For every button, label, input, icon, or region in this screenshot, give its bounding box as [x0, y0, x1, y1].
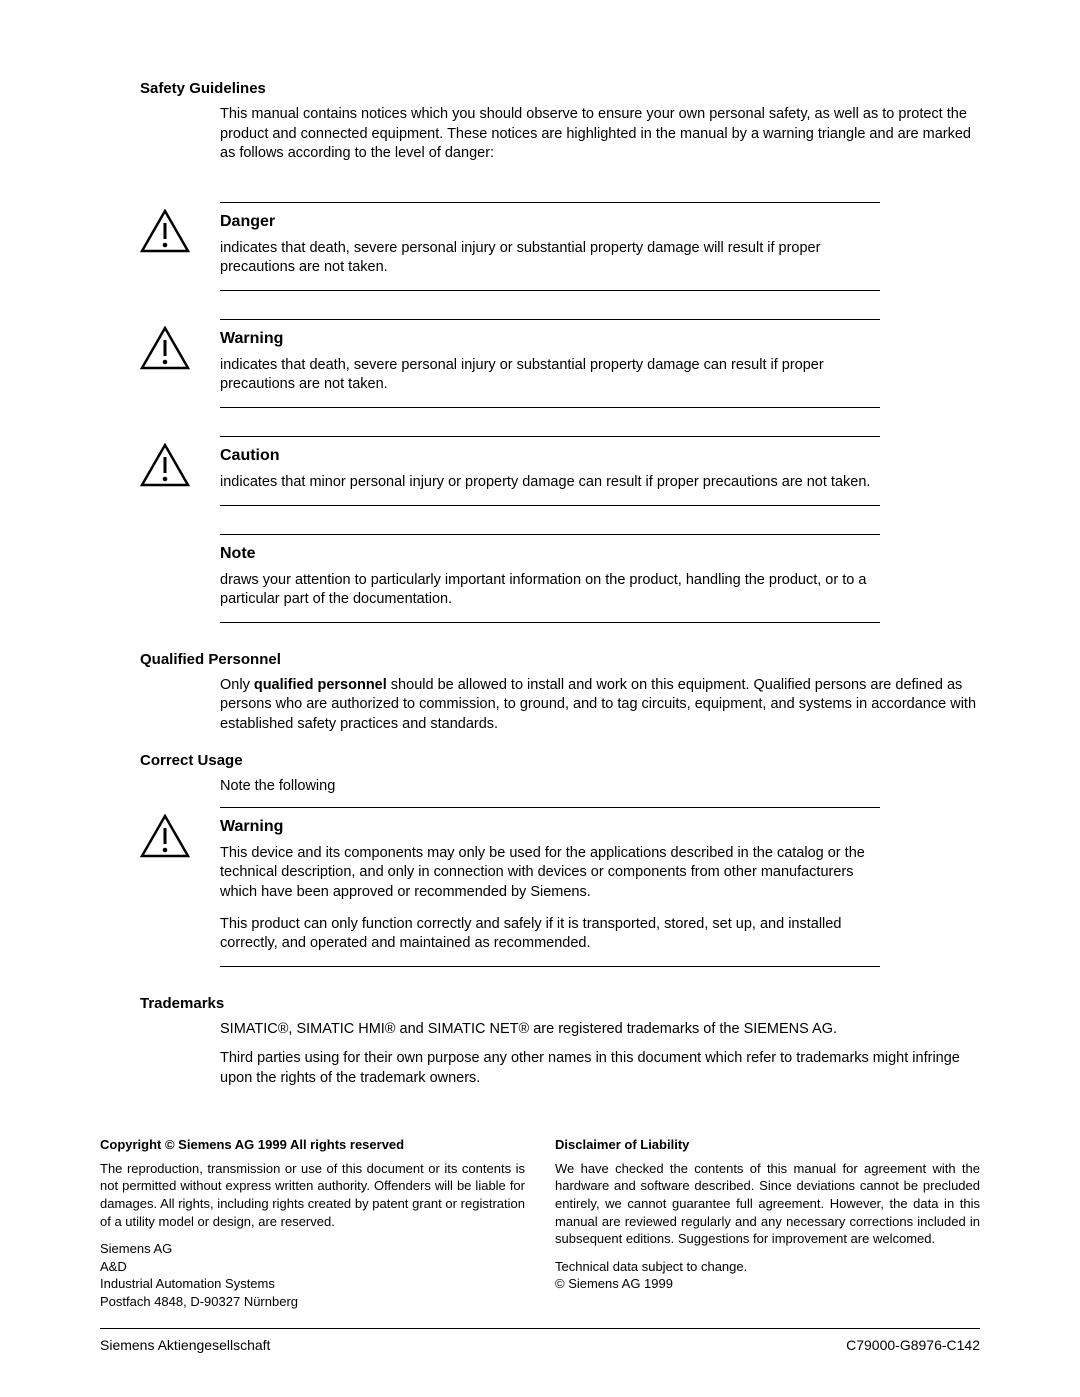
copyright-heading: Copyright © Siemens AG 1999 All rights r… [100, 1136, 525, 1154]
danger-text: indicates that death, severe personal in… [220, 239, 880, 278]
warning-block: Warning indicates that death, severe per… [220, 319, 880, 408]
disclaimer-tech: Technical data subject to change. © Siem… [555, 1258, 980, 1293]
footer-right: C79000-G8976-C142 [846, 1337, 980, 1353]
qualified-lead: Only [220, 677, 254, 693]
warning-triangle-icon [140, 209, 190, 254]
safety-intro: This manual contains notices which you s… [220, 105, 980, 164]
addr-line1: Siemens AG [100, 1240, 525, 1258]
caution-text: indicates that minor personal injury or … [220, 473, 880, 493]
address-block: Siemens AG A&D Industrial Automation Sys… [100, 1240, 525, 1310]
warning2-title: Warning [220, 818, 880, 836]
tech-line: Technical data subject to change. [555, 1258, 980, 1276]
trademarks-p2: Third parties using for their own purpos… [220, 1049, 980, 1088]
cpr-line: © Siemens AG 1999 [555, 1275, 980, 1293]
danger-title: Danger [220, 213, 880, 231]
trademarks-heading: Trademarks [140, 995, 980, 1012]
addr-line3: Industrial Automation Systems [100, 1275, 525, 1293]
trademarks-p1: SIMATIC®, SIMATIC HMI® and SIMATIC NET® … [220, 1020, 980, 1040]
warning-title: Warning [220, 330, 880, 348]
caution-title: Caution [220, 447, 880, 465]
note-text: draws your attention to particularly imp… [220, 571, 880, 610]
note-block: Note draws your attention to particularl… [220, 534, 880, 623]
copyright-text: The reproduction, transmission or use of… [100, 1160, 525, 1230]
qualified-bold: qualified personnel [254, 677, 387, 693]
document-page: Safety Guidelines This manual contains n… [0, 0, 1080, 1397]
addr-line2: A&D [100, 1258, 525, 1276]
usage-heading: Correct Usage [140, 752, 980, 769]
disclaimer-heading: Disclaimer of Liability [555, 1136, 980, 1154]
warning2-block: Warning This device and its components m… [220, 807, 880, 967]
warning-triangle-icon [140, 443, 190, 488]
safety-heading: Safety Guidelines [140, 80, 980, 97]
warning-triangle-icon [140, 326, 190, 371]
footer-columns: Copyright © Siemens AG 1999 All rights r… [100, 1136, 980, 1310]
warning2-p2: This product can only function correctly… [220, 915, 880, 954]
copyright-column: Copyright © Siemens AG 1999 All rights r… [100, 1136, 525, 1310]
warning2-p1: This device and its components may only … [220, 844, 880, 903]
addr-line4: Postfach 4848, D-90327 Nürnberg [100, 1293, 525, 1311]
page-footer: Siemens Aktiengesellschaft C79000-G8976-… [100, 1328, 980, 1353]
disclaimer-text: We have checked the contents of this man… [555, 1160, 980, 1248]
note-title: Note [220, 545, 880, 563]
danger-block: Danger indicates that death, severe pers… [220, 202, 880, 291]
caution-block: Caution indicates that minor personal in… [220, 436, 880, 506]
qualified-heading: Qualified Personnel [140, 651, 980, 668]
usage-lead: Note the following [220, 777, 980, 797]
warning-text: indicates that death, severe personal in… [220, 356, 880, 395]
qualified-text: Only qualified personnel should be allow… [220, 676, 980, 735]
footer-left: Siemens Aktiengesellschaft [100, 1337, 270, 1353]
disclaimer-column: Disclaimer of Liability We have checked … [555, 1136, 980, 1310]
warning-triangle-icon [140, 814, 190, 859]
